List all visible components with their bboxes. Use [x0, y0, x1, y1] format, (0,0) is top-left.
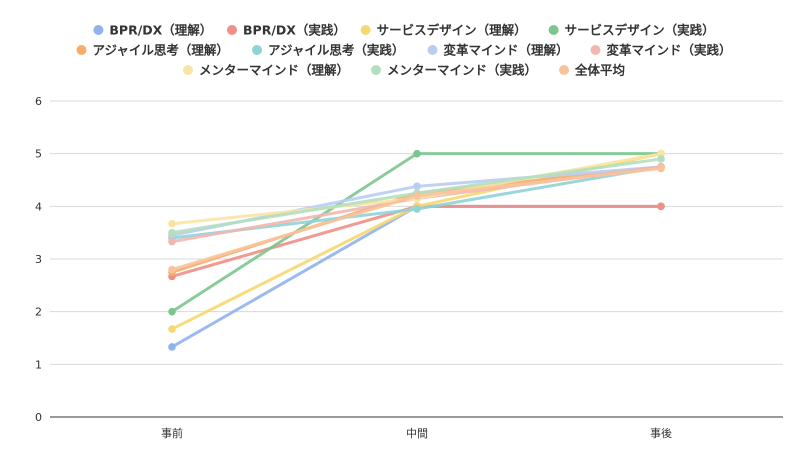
legend-marker	[371, 65, 381, 75]
data-point	[168, 219, 176, 228]
data-point	[168, 265, 176, 274]
data-point	[657, 164, 665, 173]
legend: BPR/DX（理解） BPR/DX（実践） サービスデザイン（理解） サービスデザイン…	[76, 23, 732, 78]
data-point	[413, 205, 421, 213]
legend-marker	[93, 25, 104, 35]
legend-label: アジャイル思考（理解）	[93, 43, 229, 58]
data-point	[657, 149, 665, 158]
y-tick-label: 6	[35, 95, 42, 108]
y-tick-label: 4	[35, 200, 42, 213]
y-tick-label: 2	[35, 306, 42, 319]
data-point	[168, 307, 176, 316]
legend-label: サービスデザイン（実践）	[565, 23, 715, 38]
data-point	[413, 192, 421, 200]
y-axis-ticks: 0 1 2 3 4 5 6	[35, 95, 42, 424]
data-point	[657, 202, 665, 211]
legend-marker	[252, 45, 262, 55]
legend-marker	[360, 25, 371, 35]
legend-label: メンターマインド（理解）	[199, 63, 349, 78]
x-tick-label: 中間	[406, 427, 428, 440]
series-points	[168, 149, 665, 351]
legend-marker	[227, 25, 237, 35]
y-tick-label: 5	[35, 148, 42, 161]
y-tick-label: 1	[35, 358, 42, 371]
data-point	[168, 325, 176, 333]
data-point	[413, 149, 421, 158]
legend-marker	[548, 25, 559, 35]
data-point	[657, 155, 665, 163]
legend-label: 全体平均	[574, 63, 625, 78]
x-tick-label: 事後	[650, 426, 672, 440]
legend-label: BPR/DX（理解）	[109, 23, 212, 38]
data-point	[168, 228, 176, 237]
legend-marker	[559, 65, 569, 75]
legend-marker	[76, 45, 87, 55]
x-axis-ticks: 事前 中間 事後	[161, 426, 672, 440]
y-tick-label: 3	[35, 253, 42, 266]
legend-label: メンターマインド（実践）	[387, 63, 537, 78]
legend-marker	[590, 45, 601, 55]
legend-label: 変革マインド（実践）	[607, 43, 732, 58]
legend-marker	[427, 45, 438, 55]
data-point	[168, 343, 176, 351]
legend-marker	[183, 65, 193, 75]
data-point	[168, 237, 176, 246]
legend-label: BPR/DX（実践）	[243, 23, 346, 38]
legend-label: サービスデザイン（理解）	[377, 23, 527, 38]
x-tick-label: 事前	[161, 426, 183, 440]
data-point	[413, 182, 421, 191]
legend-label: 変革マインド（理解）	[444, 43, 569, 58]
legend-label: アジャイル思考（実践）	[268, 43, 404, 58]
y-tick-label: 0	[35, 411, 42, 424]
